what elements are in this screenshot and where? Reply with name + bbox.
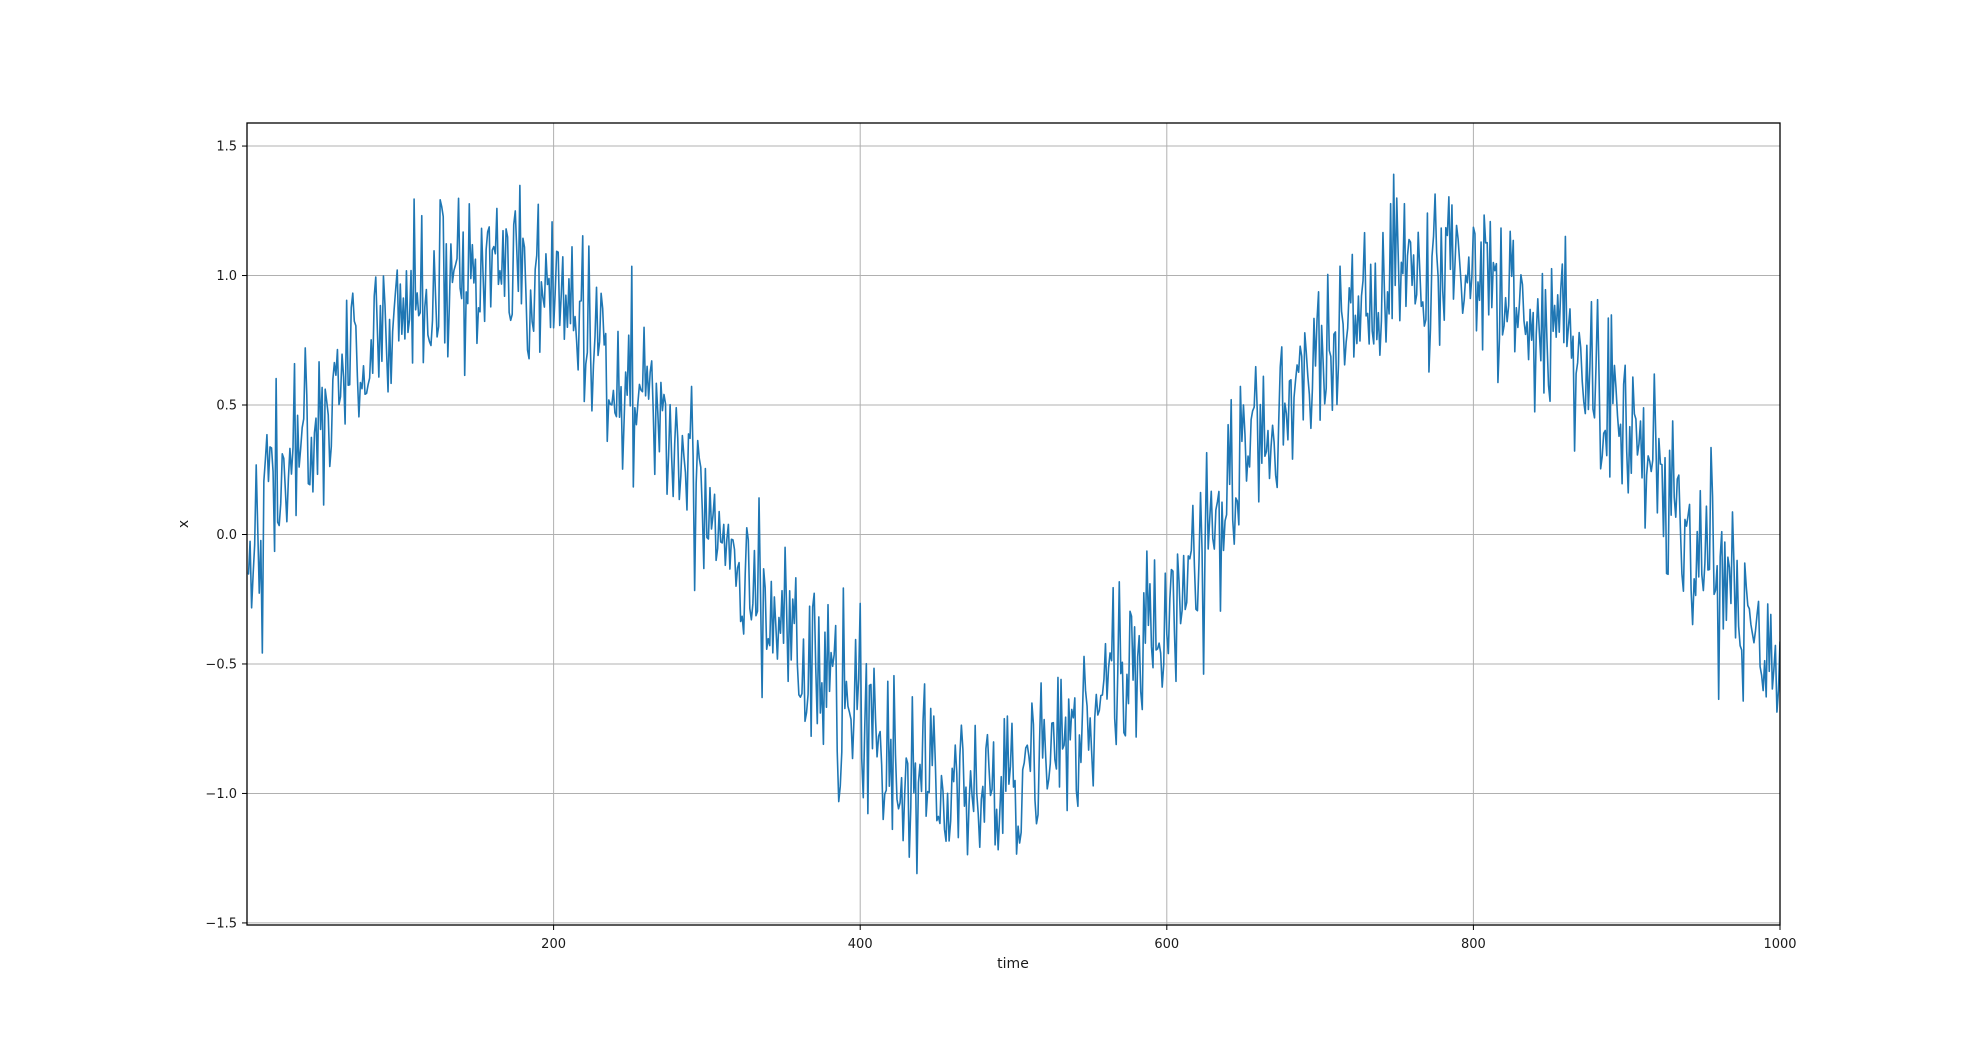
y-tick-label: 0.5 (216, 399, 237, 414)
y-tick-label: 1.0 (216, 269, 237, 284)
y-tick-label: −1.0 (205, 787, 237, 802)
plot-border (246, 122, 1781, 926)
y-tick-label: 0.0 (216, 528, 237, 543)
plot-area (247, 123, 1780, 925)
x-tick-label: 200 (541, 937, 566, 952)
y-axis-label: x (176, 520, 192, 528)
axis-ticks (242, 145, 1781, 930)
x-axis-label: time (997, 956, 1029, 972)
x-axis-tick-labels: 200 400 600 800 1000 (541, 937, 1796, 952)
x-tick-label: 600 (1154, 937, 1179, 952)
y-tick-label: −1.5 (205, 916, 237, 931)
y-axis-tick-labels: 1.5 1.0 0.5 0.0 −0.5 −1.0 −1.5 (205, 140, 237, 932)
x-tick-label: 1000 (1763, 937, 1796, 952)
y-tick-label: −0.5 (205, 657, 237, 672)
x-tick-label: 400 (848, 937, 873, 952)
series-path-x (247, 173, 1780, 875)
y-tick-label: 1.5 (216, 140, 237, 155)
data-series-line (247, 173, 1780, 875)
x-tick-label: 800 (1461, 937, 1486, 952)
